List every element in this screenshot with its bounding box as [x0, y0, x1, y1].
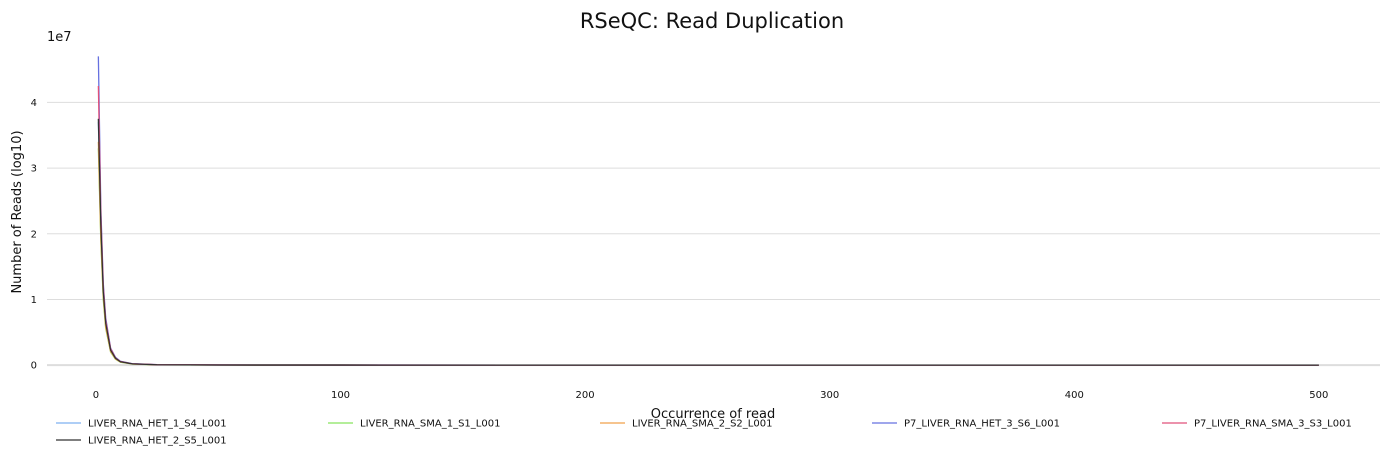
- x-tick-label: 500: [1309, 390, 1328, 401]
- series-line: [97, 118, 1319, 366]
- legend-label: LIVER_RNA_HET_2_S5_L001: [88, 436, 227, 447]
- series-line: [97, 122, 1319, 366]
- x-axis-label: Occurrence of read: [651, 407, 775, 422]
- series-lines: [97, 56, 1319, 366]
- x-tick-labels: 0 100 200 300 400 500: [93, 390, 1329, 401]
- legend-label: LIVER_RNA_SMA_1_S1_L001: [360, 419, 500, 430]
- legend: LIVER_RNA_HET_1_S4_L001 LIVER_RNA_SMA_1_S…: [56, 419, 1352, 447]
- x-tick-label: 200: [576, 390, 595, 401]
- y-tick-label: 3: [31, 164, 37, 175]
- legend-label: P7_LIVER_RNA_HET_3_S6_L001: [904, 419, 1060, 430]
- chart-title: RSeQC: Read Duplication: [580, 9, 844, 33]
- legend-label: P7_LIVER_RNA_SMA_3_S3_L001: [1194, 419, 1352, 430]
- y-tick-labels: 0 1 2 3 4: [31, 98, 37, 372]
- gridlines: [47, 101, 1380, 367]
- legend-label: LIVER_RNA_SMA_2_S2_L001: [632, 419, 772, 430]
- series-line: [97, 148, 1319, 366]
- y-axis-offset-label: 1e7: [47, 30, 72, 45]
- y-axis-label: Number of Reads (log10): [10, 130, 25, 293]
- y-tick-label: 2: [31, 229, 37, 240]
- legend-label: LIVER_RNA_HET_1_S4_L001: [88, 419, 227, 430]
- series-line: [97, 85, 1319, 366]
- y-tick-label: 0: [31, 361, 37, 372]
- y-tick-label: 1: [31, 295, 37, 306]
- x-tick-label: 300: [820, 390, 839, 401]
- x-tick-label: 400: [1065, 390, 1084, 401]
- y-tick-label: 4: [31, 98, 37, 109]
- x-tick-label: 100: [331, 390, 350, 401]
- series-line: [97, 141, 1319, 366]
- x-tick-label: 0: [93, 390, 99, 401]
